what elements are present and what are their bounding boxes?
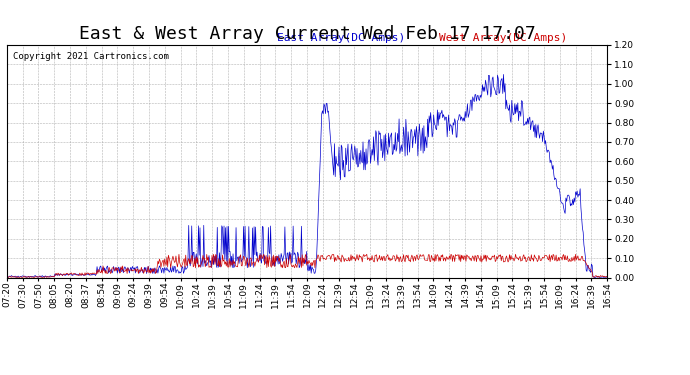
West Array(DC Amps) [459, 253, 467, 258]
West Array(DC Amps) [386, 259, 394, 263]
East Array(DC Amps) [603, 275, 611, 279]
Text: Copyright 2021 Cartronics.com: Copyright 2021 Cartronics.com [13, 52, 169, 61]
West Array(DC Amps) [368, 253, 376, 258]
East Array(DC Amps) [385, 145, 393, 149]
Title: East & West Array Current Wed Feb 17 17:07: East & West Array Current Wed Feb 17 17:… [79, 26, 535, 44]
West Array(DC Amps) [40, 275, 48, 279]
Line: West Array(DC Amps): West Array(DC Amps) [7, 254, 607, 278]
West Array(DC Amps) [603, 274, 611, 279]
Text: West Array(DC Amps): West Array(DC Amps) [439, 33, 567, 43]
East Array(DC Amps) [3, 274, 11, 278]
East Array(DC Amps) [520, 122, 529, 127]
East Array(DC Amps) [367, 153, 375, 157]
West Array(DC Amps) [511, 252, 520, 257]
East Array(DC Amps) [500, 72, 508, 76]
East Array(DC Amps) [591, 275, 600, 280]
West Array(DC Amps) [352, 256, 360, 261]
Line: East Array(DC Amps): East Array(DC Amps) [7, 74, 607, 278]
West Array(DC Amps) [521, 255, 529, 260]
East Array(DC Amps) [458, 116, 466, 121]
East Array(DC Amps) [351, 150, 359, 154]
West Array(DC Amps) [3, 275, 11, 279]
West Array(DC Amps) [4, 275, 12, 280]
East Array(DC Amps) [39, 274, 48, 279]
Text: East Array(DC Amps): East Array(DC Amps) [277, 33, 405, 43]
